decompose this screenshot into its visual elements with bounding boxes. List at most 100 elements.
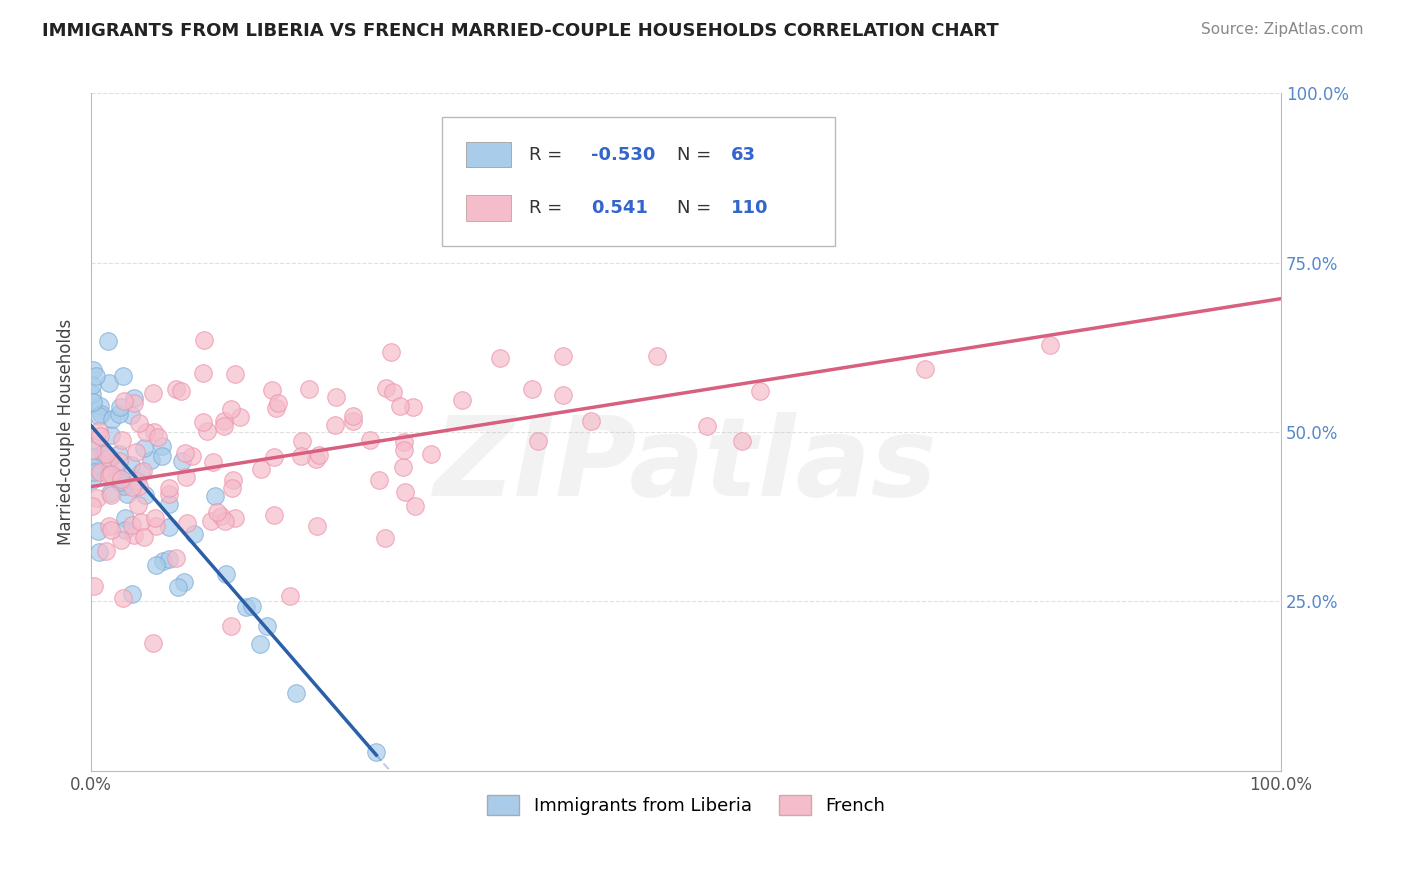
Point: [82, 442, 104, 457]
Point: [263, 450, 285, 464]
Point: [107, 407, 129, 421]
Point: [551, 349, 574, 363]
Point: [82, 378, 104, 392]
Point: [200, 515, 222, 529]
Text: N =: N =: [676, 145, 717, 163]
Point: [83, 579, 105, 593]
Point: [368, 473, 391, 487]
Point: [105, 463, 128, 477]
Point: [749, 384, 772, 398]
Point: [325, 390, 347, 404]
Point: [108, 454, 131, 468]
Text: 110: 110: [731, 199, 769, 218]
Point: [207, 505, 229, 519]
Point: [89, 465, 111, 479]
Point: [98, 451, 121, 466]
Point: [222, 474, 245, 488]
Point: [1039, 337, 1062, 351]
Point: [127, 498, 149, 512]
Point: [90, 407, 112, 421]
Point: [221, 481, 243, 495]
FancyBboxPatch shape: [465, 142, 512, 168]
Point: [167, 580, 190, 594]
Point: [394, 484, 416, 499]
Point: [214, 566, 236, 581]
Point: [122, 396, 145, 410]
Point: [98, 485, 121, 500]
Point: [420, 447, 443, 461]
Point: [108, 447, 131, 461]
Point: [98, 376, 121, 390]
Point: [229, 410, 252, 425]
Point: [89, 400, 111, 414]
Text: N =: N =: [676, 199, 717, 218]
Point: [366, 745, 388, 759]
Point: [181, 449, 204, 463]
Point: [323, 418, 346, 433]
Point: [132, 530, 155, 544]
Point: [87, 437, 110, 451]
Point: [90, 447, 112, 461]
Point: [374, 381, 396, 395]
Point: [110, 401, 132, 415]
Point: [121, 518, 143, 533]
Point: [256, 618, 278, 632]
Point: [212, 413, 235, 427]
Y-axis label: Married-couple Households: Married-couple Households: [58, 319, 75, 545]
Point: [120, 458, 142, 473]
Point: [278, 589, 301, 603]
Point: [342, 409, 364, 423]
Point: [82, 499, 104, 513]
Point: [298, 382, 321, 396]
Point: [195, 424, 218, 438]
Point: [551, 388, 574, 402]
Point: [83, 466, 105, 480]
Point: [308, 448, 330, 462]
Point: [146, 430, 169, 444]
Point: [87, 424, 110, 438]
Point: [121, 480, 143, 494]
Point: [87, 545, 110, 559]
Point: [157, 520, 180, 534]
Point: [374, 531, 396, 545]
Point: [307, 518, 329, 533]
Point: [145, 558, 167, 572]
Point: [122, 528, 145, 542]
Point: [170, 454, 193, 468]
Point: [157, 497, 180, 511]
Point: [191, 415, 214, 429]
Point: [101, 411, 124, 425]
Point: [264, 401, 287, 416]
Point: [266, 396, 288, 410]
Point: [110, 474, 132, 488]
Point: [125, 445, 148, 459]
Point: [86, 524, 108, 538]
Point: [152, 554, 174, 568]
Point: [392, 435, 415, 450]
Point: [579, 413, 602, 427]
Point: [174, 446, 197, 460]
Point: [451, 392, 474, 407]
Point: [250, 462, 273, 476]
Point: [129, 465, 152, 479]
Point: [150, 439, 173, 453]
Point: [142, 385, 165, 400]
Point: [212, 419, 235, 434]
Point: [82, 450, 104, 464]
Text: R =: R =: [529, 145, 568, 163]
Text: IMMIGRANTS FROM LIBERIA VS FRENCH MARRIED-COUPLE HOUSEHOLDS CORRELATION CHART: IMMIGRANTS FROM LIBERIA VS FRENCH MARRIE…: [42, 22, 998, 40]
Point: [391, 460, 413, 475]
Point: [132, 441, 155, 455]
Point: [115, 486, 138, 500]
Point: [193, 333, 215, 347]
Point: [173, 575, 195, 590]
Point: [388, 399, 411, 413]
Point: [89, 429, 111, 443]
Point: [114, 511, 136, 525]
Point: [696, 418, 718, 433]
Point: [214, 514, 236, 528]
Point: [94, 544, 117, 558]
Point: [108, 475, 131, 490]
Point: [114, 478, 136, 492]
Point: [125, 474, 148, 488]
